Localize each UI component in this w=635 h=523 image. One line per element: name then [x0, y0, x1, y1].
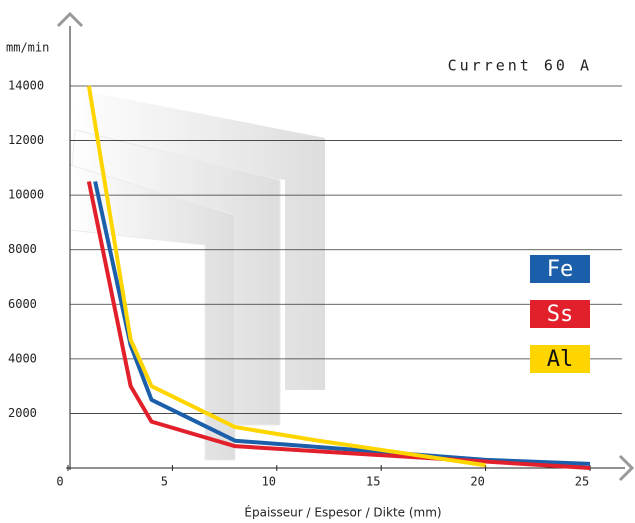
- x-tick-label: 0: [56, 475, 63, 489]
- legend-label: Al: [547, 347, 574, 372]
- chart-title: Current 60 A: [448, 57, 592, 75]
- y-arrow: [56, 11, 84, 28]
- y-tick-label: 6000: [8, 297, 37, 311]
- series-line: [93, 181, 591, 466]
- y-tick-label: 4000: [8, 351, 37, 365]
- legend-swatch: [530, 255, 590, 283]
- y-tick-label: 8000: [8, 242, 37, 256]
- x-tick-label: 5: [161, 475, 168, 489]
- y-tick-label: 12000: [8, 133, 44, 147]
- series-line: [86, 85, 486, 468]
- y-tick-label: 10000: [8, 188, 44, 202]
- y-tick-label: 2000: [8, 406, 37, 420]
- y-axis-label: mm/min: [6, 41, 49, 55]
- y-tick-label: 14000: [8, 79, 44, 93]
- series-line: [86, 181, 591, 470]
- legend-label: Ss: [547, 302, 574, 327]
- x-tick-label: 25: [575, 475, 589, 489]
- x-arrow: [618, 454, 635, 482]
- x-tick-label: 20: [470, 475, 484, 489]
- legend-label: Fe: [547, 257, 574, 282]
- legend-swatch: [530, 345, 590, 373]
- x-axis-label: Épaisseur / Espesor / Dikte (mm): [244, 505, 441, 520]
- x-tick-label: 15: [366, 475, 380, 489]
- x-tick-label: 10: [262, 475, 276, 489]
- legend-swatch: [530, 300, 590, 328]
